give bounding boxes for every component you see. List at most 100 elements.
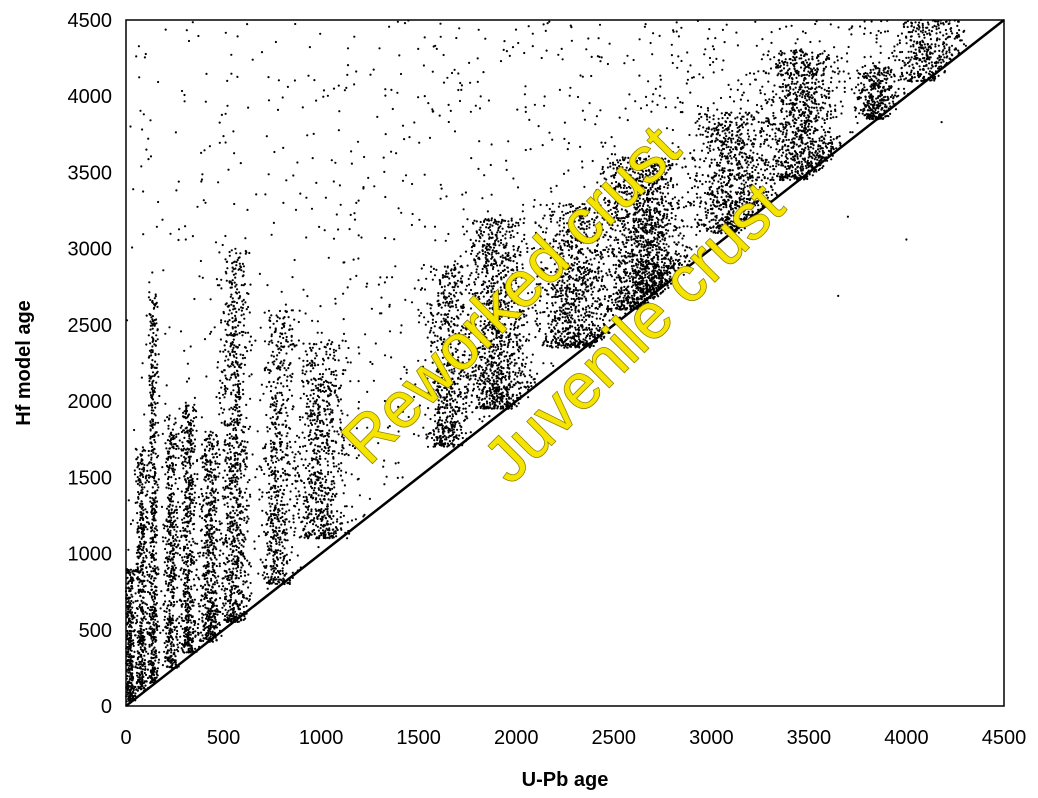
data-point <box>280 541 283 544</box>
data-point <box>208 624 211 628</box>
data-point <box>237 546 240 550</box>
data-point <box>127 680 130 683</box>
data-point <box>167 566 170 569</box>
data-point <box>270 339 273 342</box>
data-point <box>227 609 230 612</box>
data-point <box>172 619 175 622</box>
data-point <box>181 441 184 444</box>
data-point <box>197 552 200 555</box>
data-point <box>209 430 212 433</box>
data-point <box>192 417 196 420</box>
data-point <box>229 295 232 298</box>
data-point <box>137 525 140 528</box>
data-point <box>326 343 329 346</box>
data-point <box>273 409 276 412</box>
data-point <box>153 447 156 450</box>
data-point <box>223 614 227 618</box>
data-point <box>204 595 207 598</box>
data-point <box>211 566 214 569</box>
data-point <box>238 256 241 259</box>
data-point <box>148 645 151 648</box>
data-point <box>151 327 154 330</box>
data-point <box>308 433 311 436</box>
data-point <box>149 437 152 440</box>
data-point <box>276 495 280 498</box>
data-point <box>168 629 171 632</box>
data-point <box>148 615 151 618</box>
data-point <box>179 635 182 638</box>
data-point <box>290 376 293 379</box>
data-point <box>280 523 283 526</box>
data-point <box>297 512 300 515</box>
data-point <box>283 322 286 325</box>
data-point <box>130 673 133 677</box>
data-point <box>214 519 217 523</box>
data-point <box>350 519 354 522</box>
data-point <box>280 382 283 385</box>
data-point <box>205 571 208 574</box>
data-point <box>241 553 244 556</box>
data-point <box>285 484 288 487</box>
data-point <box>165 582 168 585</box>
data-point <box>288 558 291 562</box>
data-point <box>276 477 279 480</box>
data-point <box>187 572 190 575</box>
data-point <box>285 369 288 372</box>
data-point <box>242 596 246 599</box>
data-point <box>275 320 279 323</box>
data-point <box>140 622 143 625</box>
data-point <box>231 574 234 577</box>
data-point <box>273 401 276 404</box>
data-point <box>227 554 231 557</box>
data-point <box>232 470 235 473</box>
data-point <box>172 470 175 473</box>
data-point <box>151 512 154 516</box>
data-point <box>140 625 143 628</box>
data-point <box>169 544 173 547</box>
data-point <box>278 335 282 338</box>
data-point <box>182 509 185 512</box>
data-point <box>215 558 218 561</box>
data-point <box>187 631 191 634</box>
data-point <box>221 495 224 498</box>
data-point <box>186 587 189 590</box>
data-point <box>330 343 333 346</box>
data-point <box>226 267 229 270</box>
data-point <box>242 580 245 583</box>
data-point <box>335 465 338 468</box>
data-point <box>169 442 172 445</box>
data-point <box>144 449 147 452</box>
data-point <box>147 296 150 299</box>
data-point <box>266 430 269 433</box>
data-point <box>297 490 300 493</box>
data-point <box>249 495 252 498</box>
data-point <box>346 521 349 524</box>
data-point <box>153 646 156 649</box>
data-point <box>281 492 284 495</box>
data-point <box>235 563 238 566</box>
data-point <box>324 447 327 450</box>
data-point <box>211 573 214 577</box>
data-point <box>316 470 319 473</box>
data-point <box>211 479 214 482</box>
data-point <box>224 563 227 566</box>
data-point <box>187 569 190 572</box>
data-point <box>240 269 243 272</box>
data-point <box>235 283 238 286</box>
data-point <box>166 416 169 419</box>
data-point <box>206 549 209 552</box>
data-point <box>275 402 278 406</box>
data-point <box>302 342 305 345</box>
data-point <box>148 461 151 464</box>
data-point <box>282 559 285 562</box>
data-point <box>239 503 242 506</box>
data-point <box>172 556 175 559</box>
data-point <box>168 555 171 558</box>
data-point <box>226 505 230 508</box>
data-point <box>242 505 245 508</box>
data-point <box>145 548 148 551</box>
data-point <box>154 353 157 357</box>
data-point <box>166 551 169 554</box>
data-point <box>206 577 209 580</box>
data-point <box>214 452 217 456</box>
